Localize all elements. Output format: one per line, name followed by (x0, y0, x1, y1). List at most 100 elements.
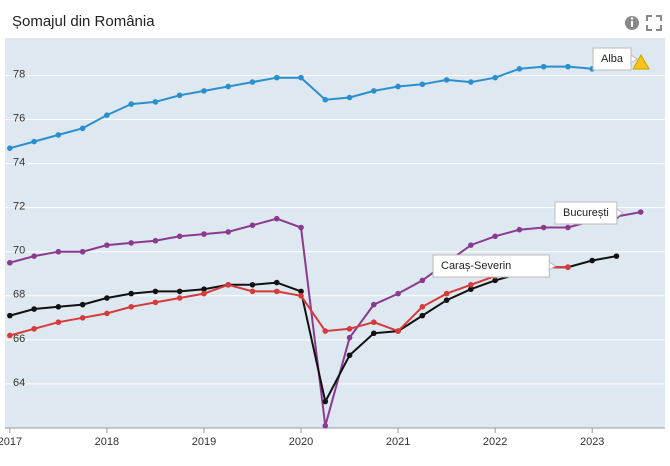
data-point (55, 319, 62, 326)
y-tick-label: 74 (13, 156, 25, 168)
series-label-pointer (630, 54, 638, 64)
data-point (395, 83, 401, 90)
fullscreen-icon[interactable] (646, 15, 662, 31)
data-point (443, 290, 450, 297)
data-point (104, 112, 110, 118)
data-point (79, 248, 86, 255)
x-tick-label: 2018 (95, 436, 119, 448)
data-point (322, 328, 329, 334)
data-point (31, 253, 37, 259)
y-tick-label: 70 (13, 245, 25, 257)
data-point (492, 233, 498, 240)
data-point (55, 248, 62, 255)
data-point (128, 240, 134, 246)
data-point (419, 81, 426, 88)
data-point (128, 101, 134, 107)
series-label: București (554, 201, 624, 225)
series-label-text: București (563, 207, 609, 219)
data-point (152, 288, 159, 295)
data-point (128, 290, 134, 297)
y-tick-label: 68 (13, 289, 25, 301)
data-point (152, 299, 159, 306)
data-point (443, 297, 450, 304)
data-point (104, 295, 110, 301)
data-point (346, 94, 353, 101)
data-point (7, 145, 13, 151)
data-point (540, 224, 547, 231)
x-tick-label: 2023 (580, 436, 604, 448)
y-tick-label: 66 (13, 333, 25, 345)
data-point (371, 330, 377, 337)
data-point (395, 290, 401, 297)
chart-title: Șomajul din România (12, 13, 155, 30)
data-point (322, 398, 329, 405)
data-point (152, 99, 159, 105)
data-point (468, 286, 474, 292)
data-point (201, 290, 207, 297)
data-point (443, 77, 450, 83)
data-point (79, 125, 86, 132)
warning-icon (632, 53, 650, 70)
data-point (492, 277, 498, 284)
data-point (468, 281, 474, 288)
data-point (565, 63, 571, 70)
x-tick-label: 2020 (289, 436, 313, 448)
data-point (322, 422, 329, 429)
data-point (201, 88, 207, 94)
data-point (419, 277, 426, 284)
series-label-text: Caraș-Severin (441, 260, 511, 272)
data-point (31, 326, 37, 332)
data-point (55, 304, 62, 310)
data-point (7, 259, 13, 266)
data-point (273, 279, 280, 286)
data-point (176, 288, 183, 295)
data-point (225, 83, 232, 90)
y-tick-label: 72 (13, 201, 25, 213)
data-point (201, 231, 207, 237)
data-point (468, 242, 474, 248)
y-tick-label: 76 (13, 112, 25, 124)
data-point (298, 292, 304, 299)
data-point (225, 281, 232, 288)
y-tick-label: 78 (13, 68, 25, 80)
data-point (492, 74, 498, 81)
data-point (273, 288, 280, 295)
data-point (201, 286, 207, 292)
data-point (371, 88, 377, 94)
data-point (371, 319, 377, 326)
data-point (565, 264, 571, 270)
data-point (55, 132, 62, 138)
data-point (540, 63, 547, 70)
data-point (249, 79, 256, 85)
data-point (346, 352, 353, 359)
data-point (371, 301, 377, 308)
info-icon[interactable] (625, 16, 639, 30)
data-point (613, 253, 620, 259)
data-point (7, 332, 13, 339)
series-label-pointer (616, 208, 624, 218)
data-point (516, 226, 523, 233)
data-point (346, 334, 353, 341)
data-point (322, 96, 329, 103)
data-point (346, 326, 353, 332)
data-point (589, 257, 596, 264)
data-point (176, 92, 183, 99)
data-point (273, 215, 280, 222)
data-point (104, 242, 110, 248)
data-point (79, 301, 86, 308)
data-point (225, 229, 232, 235)
data-point (565, 224, 571, 231)
data-point (273, 74, 280, 81)
plot-area (5, 38, 665, 428)
data-point (31, 306, 37, 312)
x-tick-label: 2019 (192, 436, 216, 448)
data-point (249, 281, 256, 288)
series-label-text: Alba (601, 53, 624, 65)
data-point (7, 312, 13, 319)
y-tick-label: 64 (13, 377, 25, 389)
data-point (637, 209, 644, 215)
data-point (79, 315, 86, 321)
data-point (395, 328, 401, 334)
series-line (9, 266, 568, 337)
